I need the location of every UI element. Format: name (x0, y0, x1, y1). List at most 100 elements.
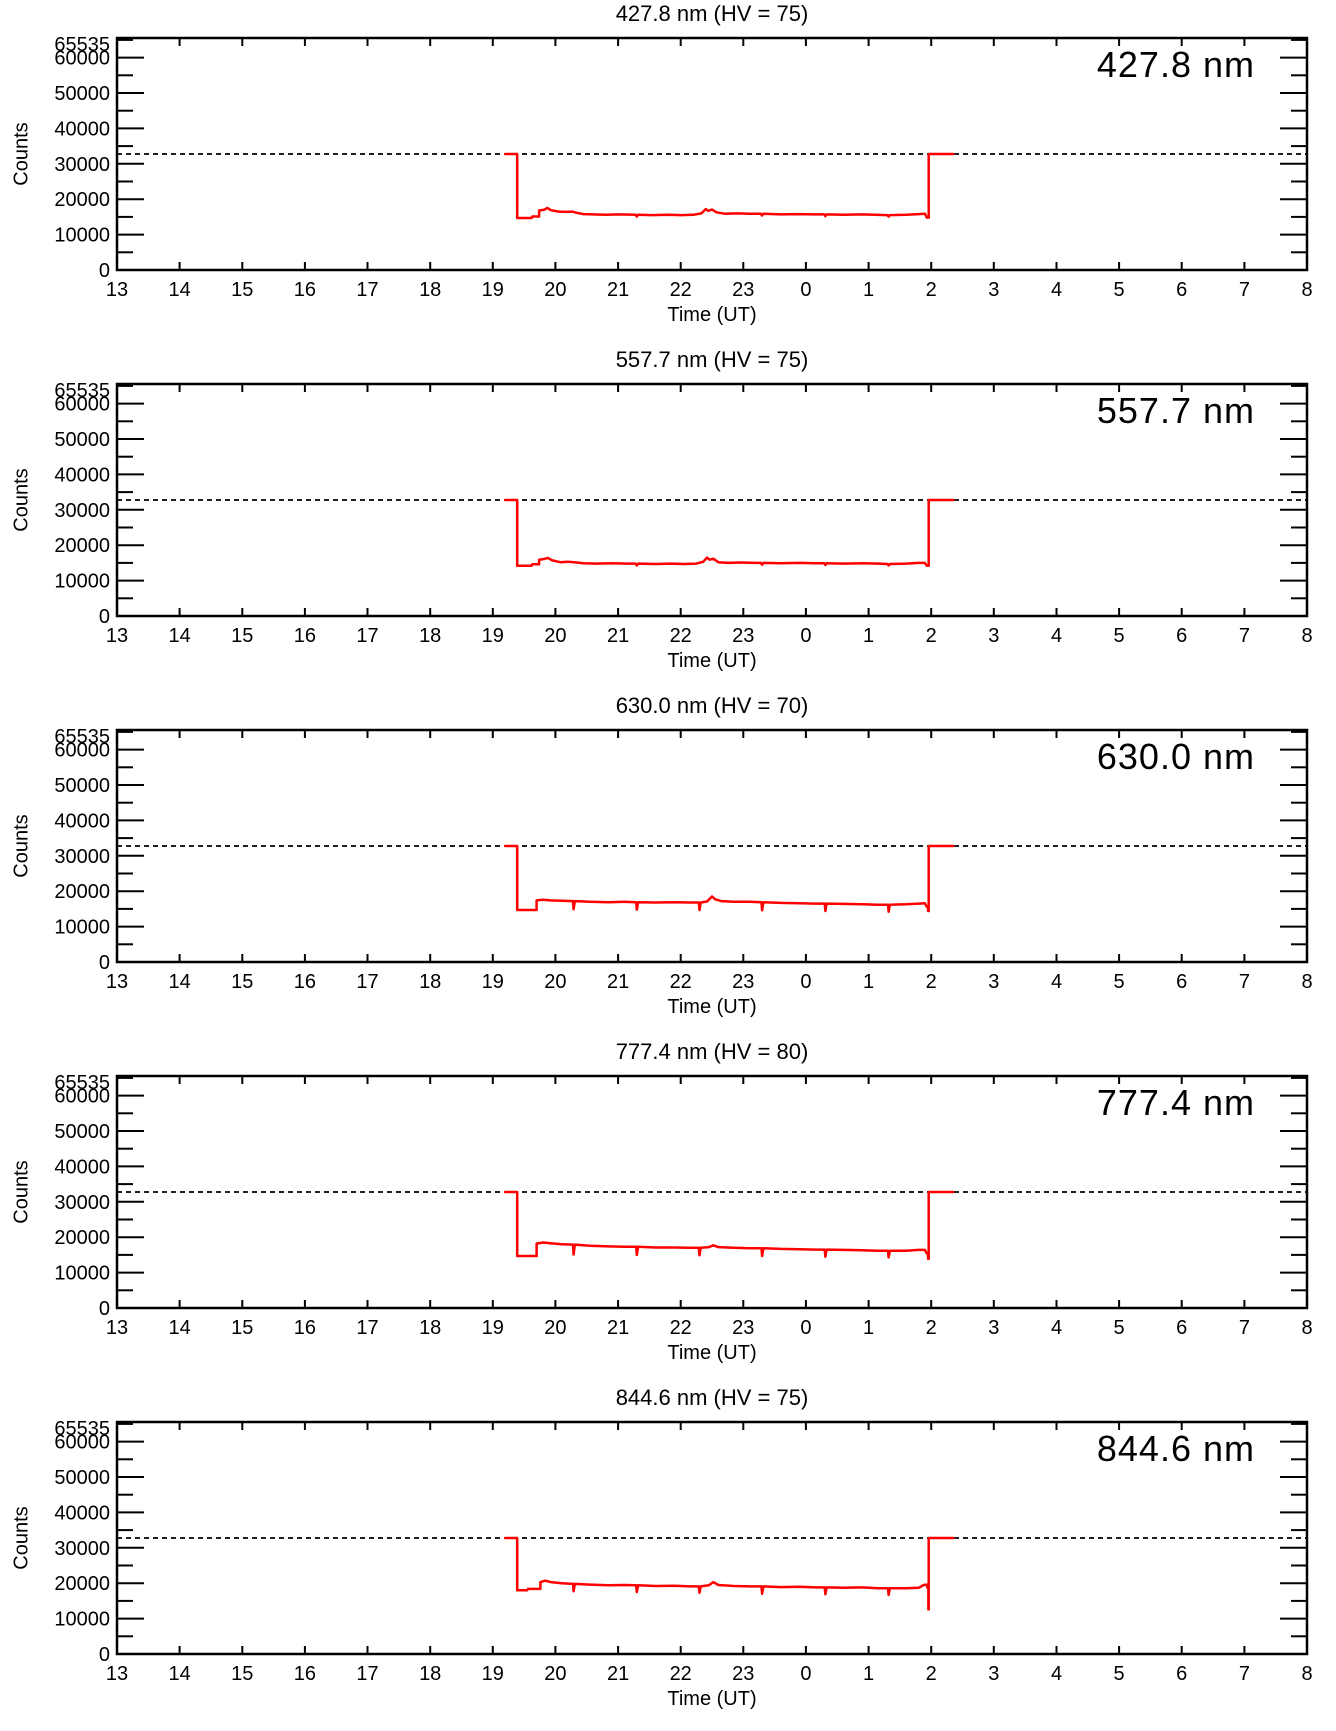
svg-text:60000: 60000 (54, 740, 110, 762)
svg-text:4: 4 (1051, 1663, 1062, 1685)
svg-text:14: 14 (168, 1663, 190, 1685)
panel-777-4-nm: 13 14 15 16 17 18 19 20 21 22 23 0 1 2 3 4 5 6 7 8 0 10000 200… (0, 1038, 1336, 1384)
svg-text:17: 17 (356, 971, 378, 993)
svg-text:3: 3 (988, 1317, 999, 1339)
svg-text:40000: 40000 (54, 464, 110, 486)
panel-title: 557.7 nm (HV = 75) (615, 347, 809, 372)
svg-text:0: 0 (99, 1644, 110, 1666)
panel-title: 777.4 nm (HV = 80) (615, 1039, 809, 1064)
x-axis-label: Time (UT) (667, 650, 757, 672)
panel-title: 630.0 nm (HV = 70) (615, 693, 809, 718)
svg-text:5: 5 (1114, 1317, 1125, 1339)
svg-text:7: 7 (1239, 1663, 1250, 1685)
svg-text:15: 15 (231, 1663, 253, 1685)
svg-text:10000: 10000 (54, 225, 110, 247)
svg-text:6: 6 (1176, 279, 1187, 301)
svg-text:18: 18 (419, 1663, 441, 1685)
svg-text:65535: 65535 (54, 1418, 110, 1440)
svg-text:20000: 20000 (54, 1573, 110, 1595)
plot-area-844-6: 13 14 15 16 17 18 19 20 21 22 23 0 1 2 3 4 5 6 7 8010000200… (54, 1418, 1312, 1685)
svg-text:13: 13 (106, 1663, 128, 1685)
wavelength-label: 777.4 nm (1096, 1082, 1255, 1123)
svg-text:65535: 65535 (54, 380, 110, 402)
svg-text:14: 14 (168, 971, 190, 993)
svg-text:10000: 10000 (54, 1263, 110, 1285)
svg-text:15: 15 (231, 279, 253, 301)
panel-title: 427.8 nm (HV = 75) (615, 1, 809, 26)
svg-text:2: 2 (926, 1317, 937, 1339)
svg-text:15: 15 (231, 1317, 253, 1339)
svg-text:7: 7 (1239, 625, 1250, 647)
svg-text:50000: 50000 (54, 429, 110, 451)
svg-text:18: 18 (419, 279, 441, 301)
panel-557-7-nm: 13 14 15 16 17 18 19 20 21 22 23 0 1 2 3 4 5 6 7 8 0 10000 200… (0, 346, 1336, 692)
svg-text:19: 19 (482, 1663, 504, 1685)
svg-text:5: 5 (1114, 279, 1125, 301)
svg-text:65535: 65535 (54, 726, 110, 748)
svg-text:17: 17 (356, 1663, 378, 1685)
svg-text:15: 15 (231, 971, 253, 993)
panel-427-8-nm: 13 14 15 16 17 18 19 20 21 22 23 0 1 2 3 4 5 6 7 8 0 10000 200… (0, 0, 1336, 346)
svg-text:23: 23 (732, 279, 754, 301)
svg-text:6: 6 (1176, 1317, 1187, 1339)
svg-text:22: 22 (670, 1317, 692, 1339)
svg-text:2: 2 (926, 971, 937, 993)
svg-text:30000: 30000 (54, 500, 110, 522)
wavelength-label: 844.6 nm (1096, 1428, 1255, 1469)
svg-text:40000: 40000 (54, 1156, 110, 1178)
svg-text:30000: 30000 (54, 846, 110, 868)
svg-text:8: 8 (1301, 971, 1312, 993)
svg-text:65535: 65535 (54, 1072, 110, 1094)
svg-text:22: 22 (670, 1663, 692, 1685)
svg-text:7: 7 (1239, 279, 1250, 301)
svg-text:2: 2 (926, 1663, 937, 1685)
svg-text:21: 21 (607, 1317, 629, 1339)
svg-text:50000: 50000 (54, 775, 110, 797)
svg-text:7: 7 (1239, 1317, 1250, 1339)
panel-title: 844.6 nm (HV = 75) (615, 1385, 809, 1410)
svg-text:10000: 10000 (54, 1609, 110, 1631)
x-axis-label: Time (UT) (667, 1688, 757, 1710)
svg-text:16: 16 (294, 279, 316, 301)
svg-text:0: 0 (99, 1298, 110, 1320)
svg-text:20: 20 (544, 279, 566, 301)
svg-text:65535: 65535 (54, 34, 110, 56)
svg-text:10000: 10000 (54, 917, 110, 939)
svg-text:4: 4 (1051, 1317, 1062, 1339)
svg-text:3: 3 (988, 625, 999, 647)
svg-text:50000: 50000 (54, 1121, 110, 1143)
svg-text:20000: 20000 (54, 1227, 110, 1249)
svg-text:0: 0 (800, 1317, 811, 1339)
wavelength-label: 557.7 nm (1096, 390, 1255, 431)
panel-630-0-nm: 13 14 15 16 17 18 19 20 21 22 23 0 1 2 3 4 5 6 7 8 0 10000 200… (0, 692, 1336, 1038)
svg-text:17: 17 (356, 625, 378, 647)
svg-text:20: 20 (544, 625, 566, 647)
svg-text:13: 13 (106, 279, 128, 301)
svg-text:18: 18 (419, 971, 441, 993)
svg-text:14: 14 (168, 1317, 190, 1339)
x-axis-label: Time (UT) (667, 304, 757, 326)
svg-text:8: 8 (1301, 279, 1312, 301)
svg-text:13: 13 (106, 971, 128, 993)
y-axis-label: Counts (10, 1506, 33, 1570)
svg-text:2: 2 (926, 625, 937, 647)
svg-text:0: 0 (99, 952, 110, 974)
svg-text:23: 23 (732, 625, 754, 647)
svg-text:5: 5 (1114, 971, 1125, 993)
svg-text:19: 19 (482, 971, 504, 993)
svg-text:30000: 30000 (54, 1192, 110, 1214)
svg-text:21: 21 (607, 279, 629, 301)
plot-area-427-8: 13 14 15 16 17 18 19 20 21 22 23 0 1 2 3 4 5 6 7 8010000200… (54, 34, 1312, 301)
svg-text:16: 16 (294, 971, 316, 993)
y-axis-label: Counts (10, 122, 33, 186)
svg-text:20000: 20000 (54, 535, 110, 557)
svg-text:20: 20 (544, 1663, 566, 1685)
svg-text:10000: 10000 (54, 571, 110, 593)
svg-text:30000: 30000 (54, 1538, 110, 1560)
svg-text:1: 1 (863, 971, 874, 993)
svg-text:40000: 40000 (54, 1502, 110, 1524)
svg-text:50000: 50000 (54, 1467, 110, 1489)
svg-text:60000: 60000 (54, 394, 110, 416)
svg-text:0: 0 (800, 625, 811, 647)
